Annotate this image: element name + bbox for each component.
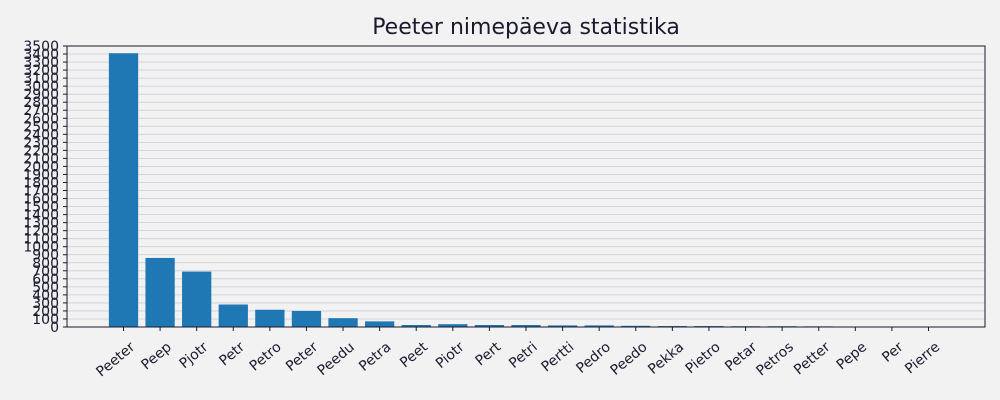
chart-title: Peeter nimepäeva statistika (372, 15, 680, 40)
y-tick-label: 2500 (23, 119, 59, 135)
y-tick-label: 1200 (23, 224, 59, 240)
bar-pert (474, 324, 505, 327)
y-tick-label: 2200 (23, 143, 59, 159)
y-tick-label: 2800 (23, 95, 59, 111)
y-tick-label: 2300 (23, 135, 59, 151)
y-tick-label: 1500 (23, 200, 59, 216)
y-tick-label: 1000 (23, 240, 59, 256)
y-tick-label: 700 (32, 264, 59, 280)
bar-peep (145, 257, 175, 327)
y-tick-label: 3500 (23, 39, 59, 55)
y-tick-label: 3000 (23, 79, 59, 95)
y-tick-label: 3200 (23, 63, 59, 79)
y-tick-label: 1100 (23, 232, 59, 248)
bar-pedro (584, 325, 614, 327)
y-tick-label: 200 (32, 304, 59, 320)
y-tick-label: 1300 (23, 216, 59, 232)
y-tick-label: 2600 (23, 111, 59, 127)
bar-petr (218, 304, 248, 327)
y-tick-label: 2000 (23, 159, 59, 175)
y-tick-label: 500 (32, 280, 59, 296)
bar-peedu (328, 318, 358, 327)
bars (108, 53, 944, 328)
y-tick-label: 300 (32, 296, 59, 312)
bar-peedo (621, 325, 651, 327)
y-tick-label: 900 (32, 248, 59, 264)
y-axis: 0100200300400500600700800900100011001200… (23, 39, 67, 336)
grid-lines (67, 45, 985, 328)
y-tick-label: 3400 (23, 47, 59, 63)
y-tick-label: 2900 (23, 87, 59, 103)
bar-petro (255, 309, 285, 327)
y-tick-label: 3300 (23, 55, 59, 71)
y-tick-label: 100 (32, 312, 59, 328)
y-tick-label: 2100 (23, 151, 59, 167)
bar-peeter (108, 53, 139, 328)
bar-petri (511, 324, 541, 327)
y-tick-label: 400 (32, 288, 59, 304)
bar-piotr (438, 324, 468, 327)
y-tick-label: 800 (32, 256, 59, 272)
bar-pjotr (182, 271, 212, 327)
bar-peet (401, 324, 431, 327)
y-tick-label: 2700 (23, 103, 59, 119)
y-tick-label: 3100 (23, 71, 59, 87)
bar-petra (365, 321, 395, 327)
bar-pertti (547, 325, 578, 327)
bar-peter (291, 310, 322, 327)
y-tick-label: 1700 (23, 184, 59, 200)
y-tick-label: 0 (50, 320, 59, 336)
y-tick-label: 2400 (23, 127, 59, 143)
y-tick-label: 600 (32, 272, 59, 288)
y-tick-label: 1800 (23, 175, 59, 191)
y-tick-label: 1600 (23, 192, 59, 208)
y-tick-label: 1400 (23, 208, 59, 224)
y-tick-label: 1900 (23, 167, 59, 183)
